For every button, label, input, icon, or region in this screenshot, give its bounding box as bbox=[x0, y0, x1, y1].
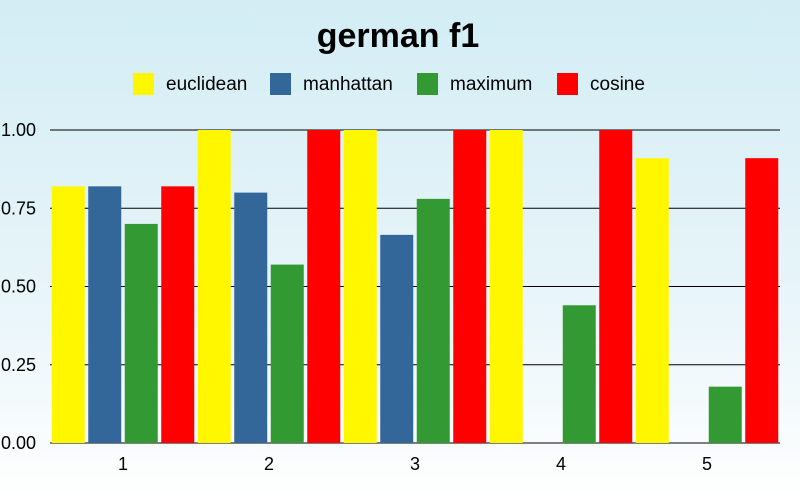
bar-maximum-3 bbox=[416, 198, 450, 443]
bar-maximum-2 bbox=[270, 264, 304, 443]
y-tick-label: 0.50 bbox=[1, 277, 36, 297]
bar-euclidean-4 bbox=[489, 130, 523, 443]
legend-swatch-maximum bbox=[417, 73, 438, 95]
bar-euclidean-2 bbox=[197, 130, 231, 443]
legend-swatch-manhattan bbox=[270, 73, 291, 95]
bar-maximum-1 bbox=[124, 223, 158, 443]
y-tick-label: 1.00 bbox=[1, 120, 36, 140]
bar-euclidean-3 bbox=[343, 130, 377, 443]
chart-axes: 0.00 0.25 0.50 0.75 1.00 1 2 3 4 5 bbox=[1, 120, 712, 474]
x-tick-label: 5 bbox=[702, 454, 712, 474]
legend-swatch-euclidean bbox=[133, 73, 154, 95]
bar-cosine-3 bbox=[453, 130, 487, 443]
bar-cosine-4 bbox=[599, 130, 633, 443]
bar-euclidean-1 bbox=[51, 186, 85, 443]
bar-cosine-2 bbox=[307, 130, 341, 443]
chart-legend: euclidean manhattan maximum cosine bbox=[133, 73, 645, 95]
chart-bars bbox=[51, 130, 779, 444]
legend-label-maximum: maximum bbox=[450, 74, 532, 95]
legend-label-euclidean: euclidean bbox=[166, 74, 247, 95]
chart-title: german f1 bbox=[317, 17, 480, 55]
bar-maximum-4 bbox=[562, 305, 596, 443]
chart-gridlines bbox=[50, 129, 780, 444]
x-tick-label: 4 bbox=[556, 454, 566, 474]
x-tick-label: 1 bbox=[118, 454, 128, 474]
legend-label-manhattan: manhattan bbox=[303, 74, 393, 95]
x-tick-label: 2 bbox=[264, 454, 274, 474]
y-tick-label: 0.25 bbox=[1, 355, 36, 375]
bar-cosine-1 bbox=[161, 186, 195, 443]
bar-maximum-5 bbox=[708, 386, 742, 443]
legend-swatch-cosine bbox=[557, 73, 578, 95]
legend-label-cosine: cosine bbox=[590, 74, 645, 95]
bar-manhattan-2 bbox=[234, 192, 268, 443]
y-tick-label: 0.75 bbox=[1, 198, 36, 218]
bar-manhattan-1 bbox=[88, 186, 122, 443]
bar-manhattan-3 bbox=[380, 234, 414, 443]
bar-cosine-5 bbox=[745, 158, 779, 444]
bar-euclidean-5 bbox=[635, 158, 669, 444]
y-tick-label: 0.00 bbox=[1, 433, 36, 453]
x-tick-label: 3 bbox=[410, 454, 420, 474]
